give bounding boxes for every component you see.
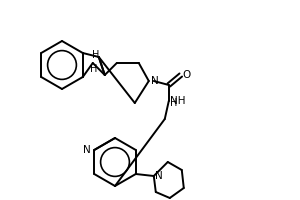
Text: O: O: [183, 70, 191, 80]
Text: NH: NH: [170, 96, 185, 106]
Text: H: H: [170, 98, 178, 108]
Text: H: H: [90, 64, 98, 74]
Text: N: N: [83, 145, 91, 155]
Text: H: H: [92, 50, 100, 60]
Text: N: N: [155, 171, 163, 181]
Text: N: N: [151, 76, 159, 86]
